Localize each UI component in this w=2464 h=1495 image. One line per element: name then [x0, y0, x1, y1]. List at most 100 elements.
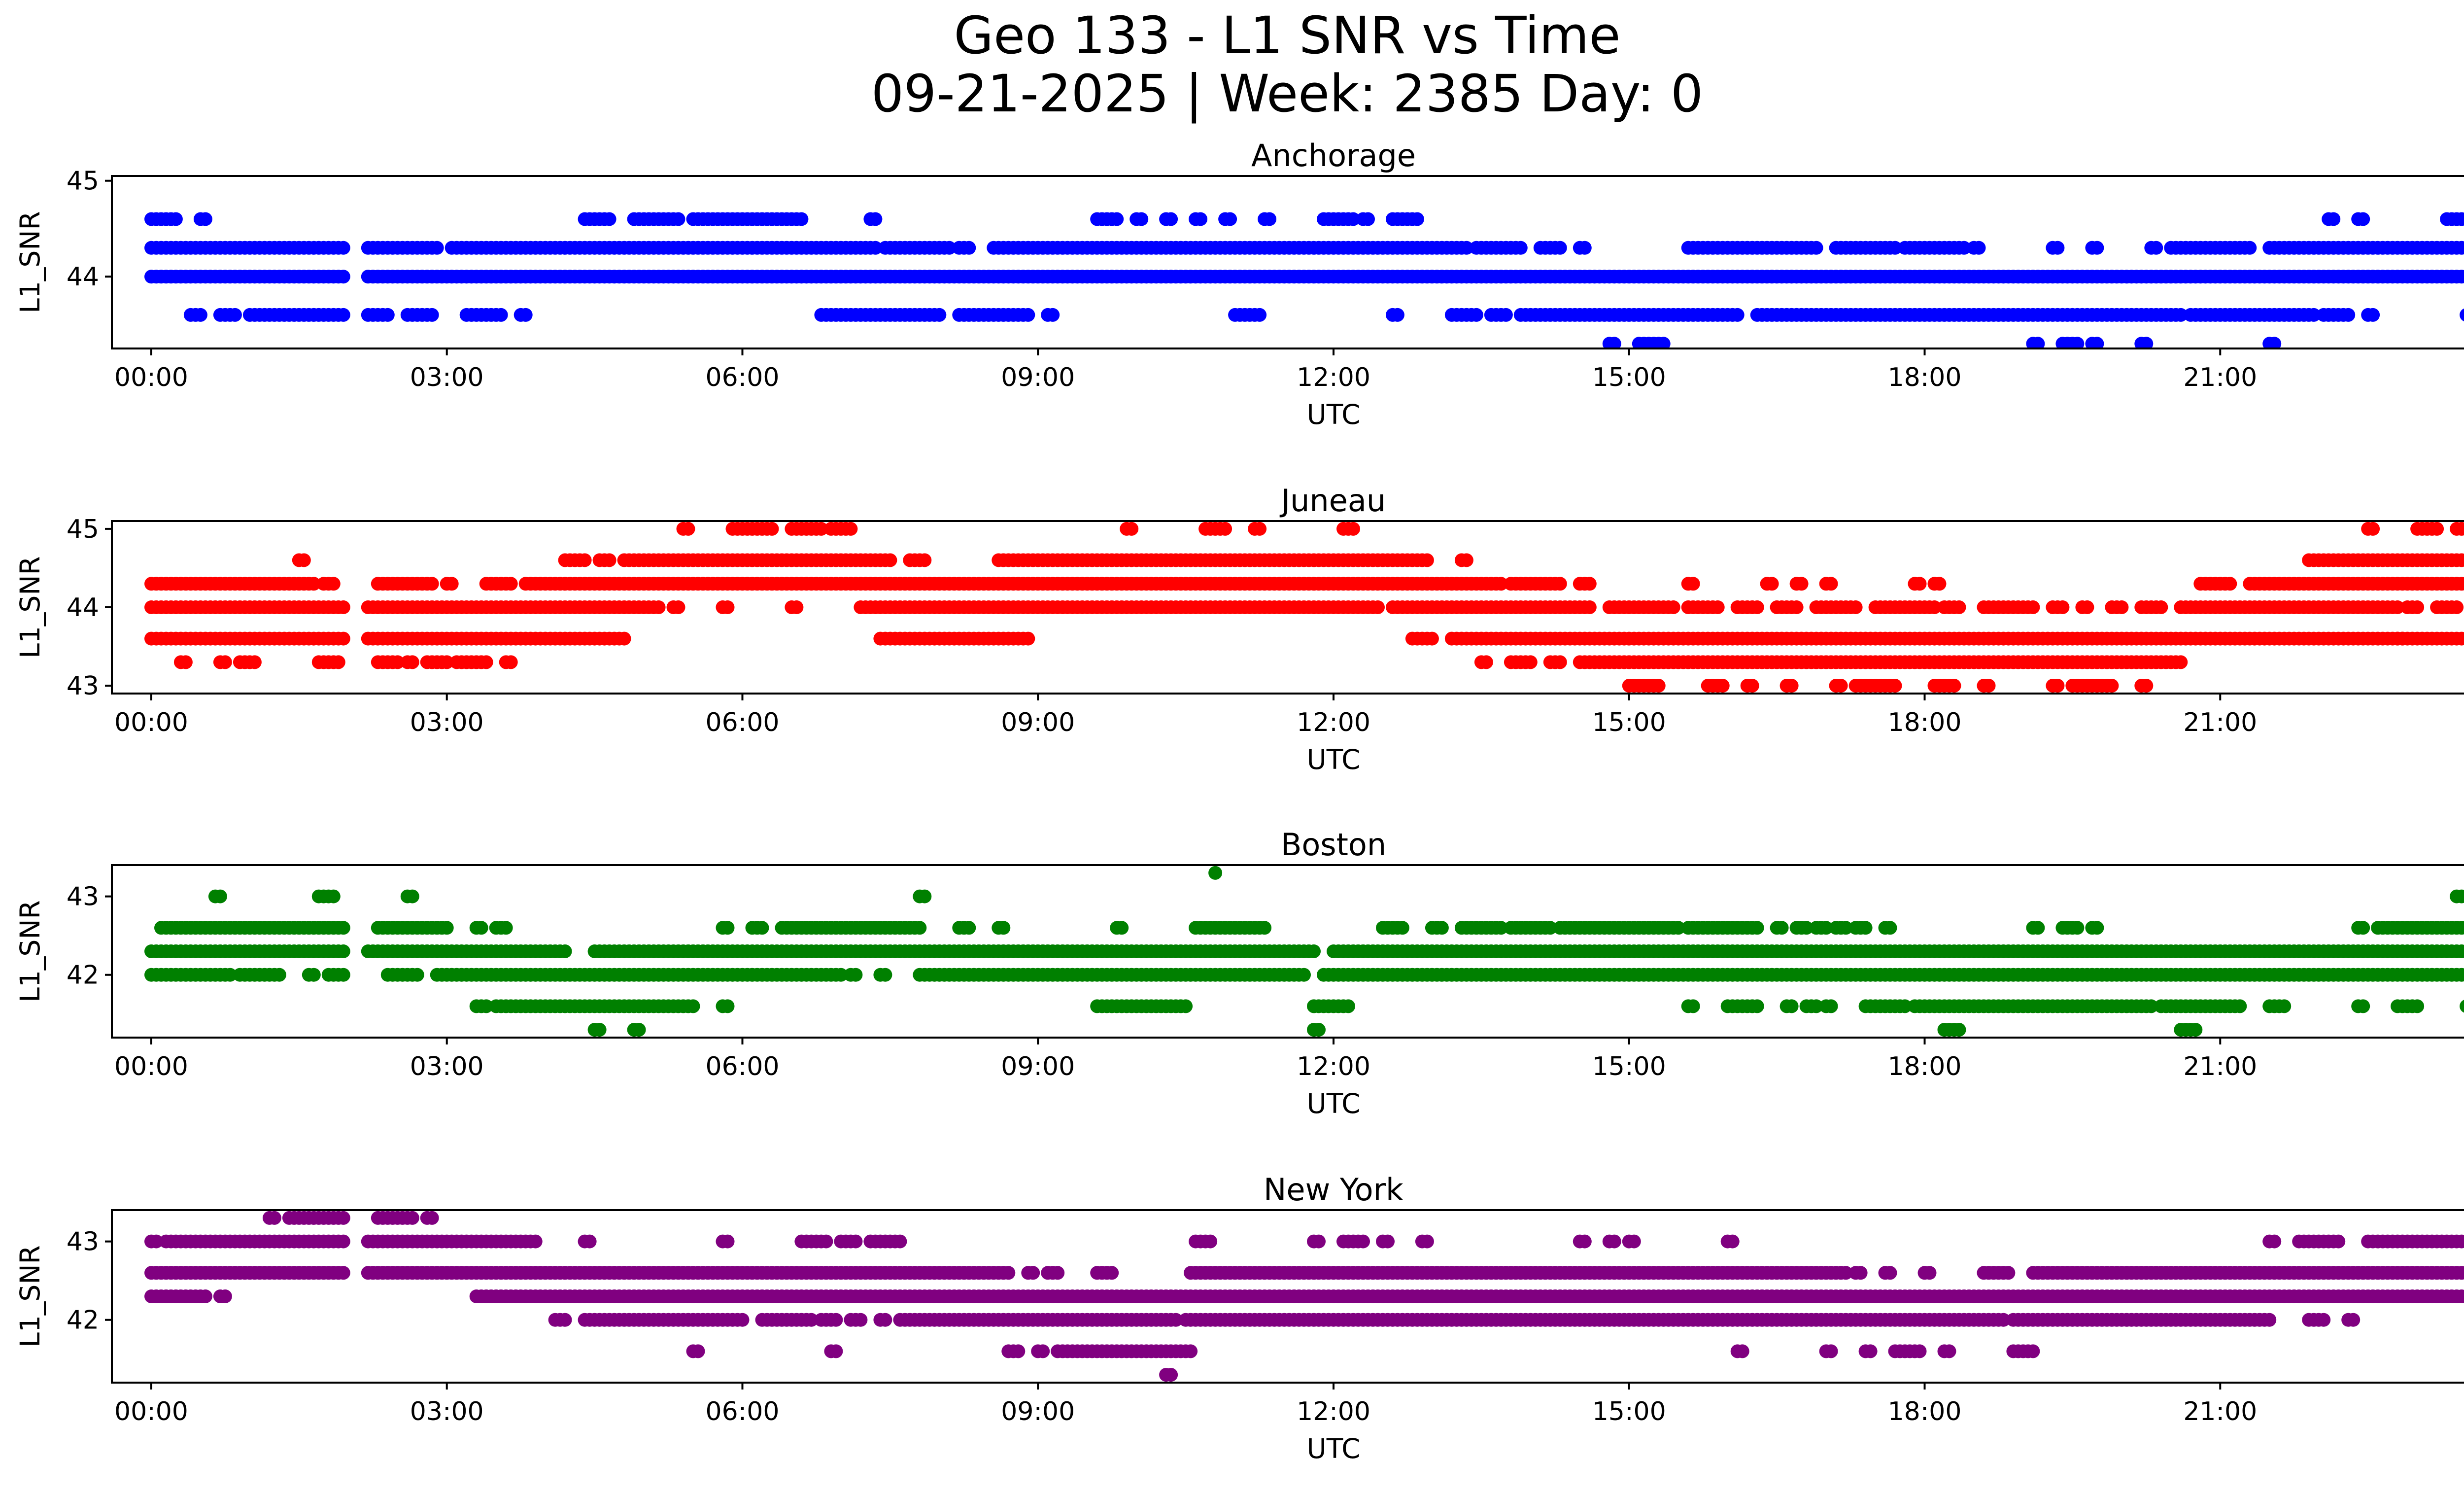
data-point [2460, 1235, 2464, 1248]
data-point [1799, 921, 1814, 935]
data-point [814, 522, 828, 536]
data-point [2080, 600, 2094, 614]
data-point [149, 1234, 163, 1249]
x-tick-label: 12:00 [1297, 363, 1370, 392]
data-point [1026, 1266, 1040, 1280]
x-tick-label: 21:00 [2183, 1052, 2257, 1081]
data-point [2460, 522, 2464, 535]
data-point [336, 968, 350, 982]
data-point [913, 921, 927, 935]
data-point [2051, 679, 2065, 693]
y-tick-label: 45 [67, 515, 99, 544]
data-point [789, 600, 804, 614]
data-point [2189, 1023, 2203, 1037]
data-point [1341, 999, 1355, 1013]
data-point [1179, 999, 1193, 1013]
y-axis-label: L1_SNR [14, 556, 46, 658]
data-point [2450, 600, 2464, 614]
data-point [1110, 212, 1124, 226]
data-point [2366, 308, 2380, 322]
data-point [1898, 999, 1912, 1013]
data-point [336, 944, 350, 958]
data-point [844, 522, 858, 536]
data-point [267, 1211, 281, 1225]
data-point [1784, 679, 1799, 693]
data-point [1361, 212, 1375, 226]
data-point [1356, 1234, 1370, 1249]
data-point [440, 655, 454, 669]
data-point [1553, 577, 1567, 591]
data-point [2410, 600, 2425, 614]
data-point [1312, 1023, 1326, 1037]
data-point [1371, 600, 1385, 614]
data-point [2460, 270, 2464, 283]
scatter-points [144, 1211, 2464, 1382]
data-point [1134, 212, 1149, 226]
data-point [1051, 1266, 1065, 1280]
data-point [1425, 631, 1439, 646]
y-tick-label: 44 [67, 262, 99, 292]
data-point [1888, 679, 1902, 693]
data-point [2460, 921, 2464, 935]
data-point [2460, 241, 2464, 254]
x-axis-label: UTC [1306, 1088, 1360, 1119]
data-point [1203, 1234, 1218, 1249]
data-point [1420, 553, 1434, 567]
y-tick-label: 44 [67, 593, 99, 623]
x-tick-label: 06:00 [706, 1052, 780, 1081]
data-point [1883, 1266, 1897, 1280]
data-point [720, 921, 735, 935]
y-tick-label: 43 [67, 671, 99, 701]
data-point [1494, 577, 1508, 591]
x-tick-label: 09:00 [1001, 1052, 1075, 1081]
data-point [1671, 921, 1685, 935]
figure-subtitle: 09-21-2025 | Week: 2385 Day: 0 [871, 64, 1703, 124]
x-tick-label: 00:00 [114, 363, 188, 392]
data-point [518, 308, 533, 322]
data-point [918, 553, 932, 567]
x-tick-label: 03:00 [410, 708, 484, 737]
data-point [1577, 1234, 1592, 1249]
x-tick-label: 18:00 [1888, 363, 1962, 392]
data-point [336, 600, 350, 614]
x-tick-label: 12:00 [1297, 708, 1370, 737]
data-point [1164, 212, 1178, 226]
data-point [1577, 241, 1592, 255]
data-point [228, 308, 242, 322]
data-point [499, 921, 513, 935]
data-point [2460, 554, 2464, 567]
data-point [651, 600, 666, 614]
data-point [1021, 631, 1035, 646]
data-point [1607, 337, 1621, 348]
data-point [326, 889, 341, 904]
data-point [336, 1266, 350, 1280]
scatter-points [144, 212, 2464, 348]
data-point [1927, 600, 1942, 614]
data-point [494, 308, 508, 322]
panel-title: Boston [1281, 827, 1386, 863]
data-point [336, 1234, 350, 1249]
data-point [1730, 308, 1745, 322]
data-point [918, 889, 932, 904]
x-tick-label: 06:00 [706, 708, 780, 737]
data-point [2396, 631, 2410, 646]
data-point [2070, 921, 2085, 935]
data-point [1435, 921, 1449, 935]
data-point [1750, 600, 1764, 614]
data-point [2115, 600, 2129, 614]
data-point [1543, 921, 1557, 935]
data-point [868, 212, 883, 226]
data-point [849, 968, 863, 982]
data-point [169, 212, 183, 226]
data-point [405, 1211, 419, 1225]
data-point [2430, 522, 2444, 536]
x-tick-label: 21:00 [2183, 708, 2257, 737]
data-point [2174, 308, 2188, 322]
data-point [2090, 921, 2104, 935]
data-point [582, 1234, 597, 1249]
data-point [336, 270, 350, 284]
